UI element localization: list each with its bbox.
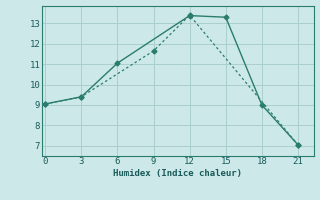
X-axis label: Humidex (Indice chaleur): Humidex (Indice chaleur)	[113, 169, 242, 178]
